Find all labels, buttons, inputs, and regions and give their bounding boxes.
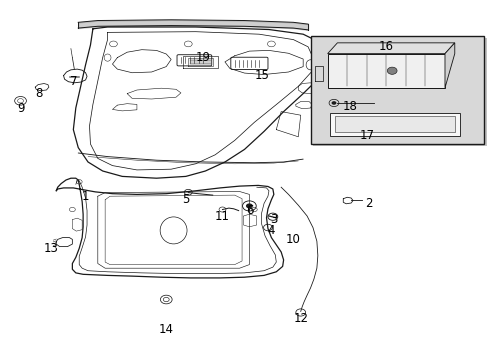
Bar — [312, 38, 486, 146]
Text: 15: 15 — [254, 69, 268, 82]
Text: 12: 12 — [293, 312, 307, 325]
Text: 6: 6 — [245, 204, 253, 217]
Text: 10: 10 — [285, 233, 300, 246]
Text: 16: 16 — [378, 40, 393, 53]
Text: 11: 11 — [215, 210, 229, 222]
Polygon shape — [327, 43, 454, 54]
Circle shape — [386, 67, 396, 75]
Text: 17: 17 — [359, 129, 373, 141]
Circle shape — [331, 101, 336, 105]
Text: 8: 8 — [35, 87, 43, 100]
Text: 7: 7 — [69, 75, 77, 87]
Polygon shape — [444, 43, 454, 88]
Text: 2: 2 — [365, 197, 372, 210]
Text: 18: 18 — [342, 100, 356, 113]
Text: 9: 9 — [17, 102, 24, 114]
Text: 1: 1 — [81, 190, 89, 203]
Text: 5: 5 — [182, 193, 189, 206]
Text: 4: 4 — [267, 224, 275, 237]
Text: 3: 3 — [269, 213, 277, 226]
Bar — [327, 54, 444, 88]
Text: 19: 19 — [195, 51, 210, 64]
Bar — [329, 113, 459, 136]
Circle shape — [245, 203, 252, 208]
Bar — [310, 36, 483, 144]
Bar — [334, 116, 454, 132]
Text: 14: 14 — [159, 323, 173, 336]
Text: 13: 13 — [44, 242, 59, 255]
